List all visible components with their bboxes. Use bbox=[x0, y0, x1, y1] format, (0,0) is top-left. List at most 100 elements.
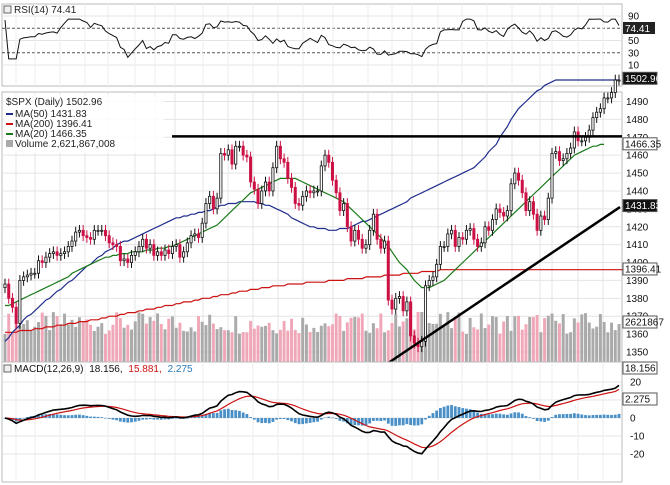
macd-histogram-bar bbox=[558, 414, 561, 418]
volume-bar bbox=[483, 328, 487, 370]
candle-body bbox=[371, 213, 375, 231]
volume-bars bbox=[3, 312, 621, 370]
candle-body bbox=[401, 296, 405, 312]
macd-histogram-bar bbox=[409, 418, 413, 426]
macd-histogram-bar bbox=[561, 414, 565, 418]
macd-histogram-bar bbox=[100, 417, 104, 418]
macd-histogram-bar bbox=[215, 412, 219, 418]
macd-histogram-bar bbox=[264, 418, 267, 423]
candle-body bbox=[40, 260, 44, 263]
candle-body bbox=[182, 251, 186, 258]
volume-bar bbox=[383, 332, 387, 370]
volume-bar bbox=[156, 313, 160, 370]
volume-bar bbox=[438, 313, 442, 370]
macd-histogram-bar bbox=[74, 414, 78, 418]
candle-body bbox=[334, 179, 338, 194]
candle-body bbox=[144, 238, 148, 249]
candle-body bbox=[319, 165, 323, 192]
macd-histogram-bar bbox=[502, 414, 506, 418]
candlesticks bbox=[3, 74, 621, 352]
volume-bar bbox=[271, 330, 275, 370]
candle-body bbox=[301, 195, 305, 206]
candle-body bbox=[572, 131, 576, 149]
candle-body bbox=[394, 297, 398, 310]
macd-histogram-bar bbox=[345, 418, 349, 424]
macd-histogram-bar bbox=[70, 415, 74, 418]
volume-bar bbox=[51, 312, 55, 370]
candle-body bbox=[55, 251, 59, 256]
volume-bar bbox=[450, 328, 454, 370]
volume-bar bbox=[401, 321, 405, 370]
macd-histogram-bar bbox=[442, 406, 446, 418]
volume-bar bbox=[25, 320, 29, 370]
volume-bar bbox=[509, 330, 513, 370]
macd-histogram-bar bbox=[565, 413, 569, 418]
macd-histogram-bar bbox=[342, 418, 346, 422]
macd-histogram-bar bbox=[107, 418, 111, 419]
macd-histogram-bar bbox=[40, 414, 44, 418]
macd-histogram-bar bbox=[286, 418, 290, 421]
price-tags: 1502.96 1466.35 1431.83 1396.41 2621867 bbox=[622, 71, 664, 329]
volume-bar bbox=[297, 333, 301, 370]
candle-body bbox=[595, 111, 599, 119]
macd-histogram-bar bbox=[230, 410, 234, 418]
price-title: $SPX (Daily) 1502.96 bbox=[6, 97, 103, 108]
macd-histogram-bar bbox=[51, 413, 55, 418]
macd-histogram-bar bbox=[543, 418, 546, 422]
legend-label: Volume 2,621,867,008 bbox=[15, 139, 116, 150]
macd-histogram-bar bbox=[211, 413, 215, 418]
macd-histogram-bar bbox=[450, 405, 453, 418]
candle-body bbox=[602, 97, 606, 110]
volume-bar bbox=[312, 327, 316, 370]
volume-bar bbox=[126, 324, 130, 370]
volume-bar bbox=[427, 323, 431, 370]
volume-bar bbox=[390, 323, 394, 370]
volume-bar bbox=[22, 324, 26, 370]
candle-body bbox=[163, 249, 167, 256]
volume-bar bbox=[29, 330, 33, 370]
macd-histogram-bar bbox=[587, 415, 591, 418]
volume-bar bbox=[264, 325, 267, 370]
macd-histogram-bar bbox=[435, 410, 439, 418]
candle-body bbox=[327, 154, 331, 163]
volume-bar bbox=[319, 325, 323, 370]
macd-histogram-bar bbox=[427, 415, 431, 418]
macd-histogram-bar bbox=[171, 418, 174, 419]
volume-bar bbox=[610, 322, 614, 370]
macd-histogram-bar bbox=[200, 415, 204, 418]
macd-histogram-bar bbox=[349, 418, 353, 426]
macd-histogram-bar bbox=[453, 406, 457, 418]
volume-bar bbox=[431, 323, 435, 370]
candle-body bbox=[546, 197, 550, 220]
candle-body bbox=[230, 149, 234, 165]
macd-histogram-bar bbox=[554, 414, 558, 418]
candle-body bbox=[490, 219, 494, 231]
macd-histogram-bar bbox=[92, 416, 96, 418]
price-axis-label: 1480 bbox=[626, 115, 649, 126]
candle-body bbox=[245, 154, 249, 158]
macd-histogram-bar bbox=[208, 412, 212, 418]
candle-body bbox=[513, 172, 517, 185]
volume-bar bbox=[584, 313, 587, 370]
volume-bar bbox=[316, 331, 320, 370]
price-tag-box bbox=[622, 262, 658, 276]
volume-bar bbox=[535, 314, 539, 370]
macd-histogram-bar bbox=[476, 412, 479, 418]
volume-bar bbox=[543, 318, 547, 370]
macd-histogram-bar bbox=[18, 418, 22, 420]
volume-bar bbox=[472, 327, 476, 370]
volume-bar bbox=[81, 321, 85, 370]
candle-body bbox=[152, 244, 156, 256]
candle-body bbox=[237, 145, 241, 148]
candle-body bbox=[338, 192, 342, 212]
volume-bar bbox=[178, 322, 182, 370]
candle-body bbox=[118, 246, 122, 262]
price-axis-label: 1420 bbox=[626, 222, 649, 233]
volume-bar bbox=[111, 324, 115, 370]
volume-bar bbox=[345, 322, 349, 370]
volume-bar bbox=[130, 329, 134, 370]
candle-body bbox=[208, 195, 212, 204]
candle-body bbox=[189, 235, 193, 244]
macd-histogram-bar bbox=[156, 418, 159, 420]
volume-bar bbox=[517, 315, 521, 370]
